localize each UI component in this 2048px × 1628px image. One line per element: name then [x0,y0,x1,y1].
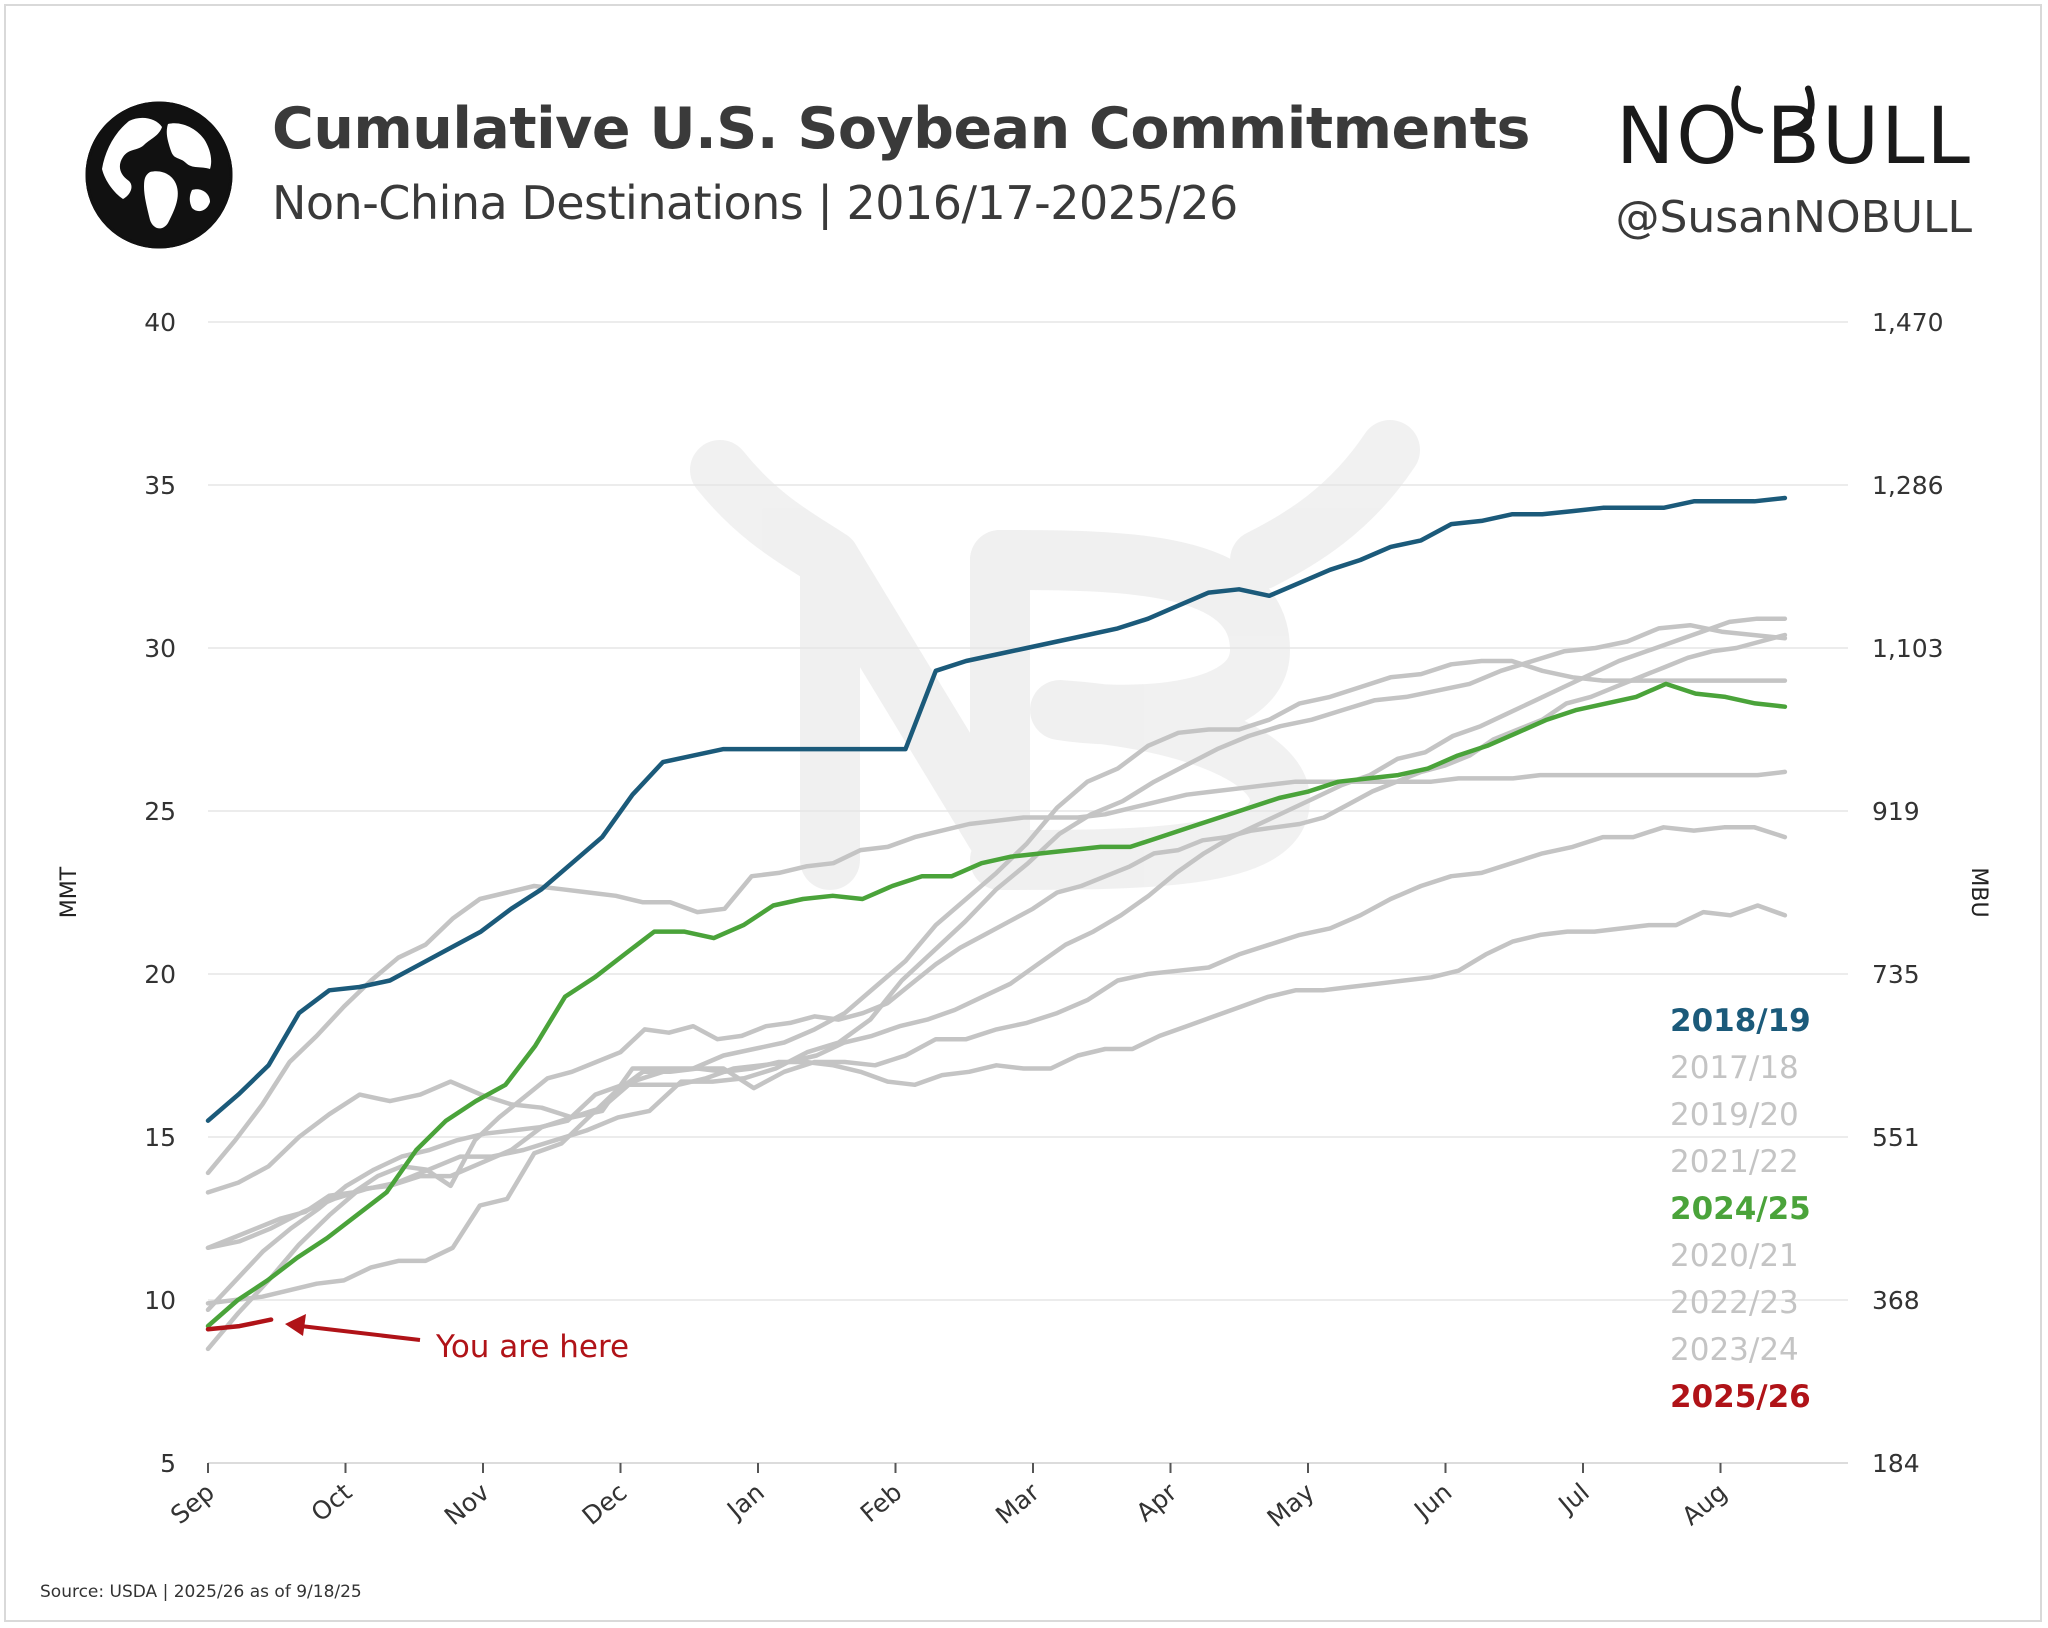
legend-item-2025-26: 2025/26 [1670,1379,1811,1415]
bull-horns-logo [1731,85,1815,134]
x-tick-label: Jan [720,1477,770,1525]
y-tick-label: 20 [144,960,176,989]
series-line-2018-19 [205,495,1788,1123]
legend-item-2017-18: 2017/18 [1670,1050,1799,1086]
legend-item-2023-24: 2023/24 [1670,1332,1799,1368]
chart-title: Cumulative U.S. Soybean Commitments [272,96,1530,162]
y2-tick-label: 184 [1872,1449,1920,1478]
legend-item-2020-21: 2020/21 [1670,1238,1799,1274]
legend-item-2021-22: 2021/22 [1670,1144,1799,1180]
y-tick-label: 10 [144,1286,176,1315]
y-tick-label: 30 [144,634,176,663]
x-tick-label: Sep [165,1477,220,1530]
series-line-2017-18 [205,769,1788,1176]
x-tick-label: Oct [306,1477,358,1527]
chart-subtitle: Non-China Destinations | 2016/17-2025/26 [272,176,1238,230]
y-tick-label: 35 [144,471,176,500]
annotation-label: You are here [435,1329,629,1365]
x-tick-label: Jun [1407,1477,1457,1526]
series-line-2016-17 [205,903,1788,1306]
series-lines [205,495,1788,1352]
series-line-2022-23 [205,632,1788,1251]
y-tick-label: 25 [144,797,176,826]
series-line-2024-25 [205,681,1788,1329]
x-tick-label: Aug [1676,1477,1732,1531]
y2-tick-label: 1,103 [1872,634,1944,663]
x-tick-label: May [1262,1477,1320,1533]
y2-tick-label: 1,286 [1872,471,1944,500]
x-tick-label: Dec [577,1477,633,1530]
series-line-2021-22 [205,622,1788,1251]
globe-icon [85,101,233,249]
x-tick-label: Jul [1552,1477,1595,1520]
x-tick-label: Apr [1131,1477,1183,1527]
series-line-2023-24 [205,616,1788,1313]
x-tick-label: Nov [439,1477,495,1531]
source-note: Source: USDA | 2025/26 as of 9/18/25 [40,1582,362,1602]
grid-lines [208,321,1848,1301]
legend-item-2024-25: 2024/25 [1670,1191,1811,1227]
social-handle: @SusanNOBULL [1615,192,1972,243]
y2-tick-label: 735 [1872,960,1920,989]
legend: 2018/19 2017/18 2019/20 2021/22 2024/25 2020/… [1670,1003,1811,1415]
y-axis-title: MMT [57,866,82,918]
legend-item-2022-23: 2022/23 [1670,1285,1799,1321]
y-tick-label: 5 [160,1449,176,1478]
chart-frame [4,4,2042,1622]
y-tick-label: 40 [144,308,176,337]
you-are-here-annotation: You are here [285,1314,629,1365]
x-tick-label: Feb [855,1477,908,1528]
series-line-2019-20 [205,825,1788,1195]
annotation-arrow-head [285,1314,306,1336]
y2-tick-label: 551 [1872,1123,1920,1152]
x-tick-label: Mar [990,1477,1045,1530]
series-line-2025-26 [205,1317,274,1332]
y2-tick-label: 368 [1872,1286,1920,1315]
y2-tick-label: 919 [1872,797,1920,826]
y2-tick-label: 1,470 [1872,308,1944,337]
y2-axis-title: MBU [1966,867,1991,917]
legend-item-2018-19: 2018/19 [1670,1003,1811,1039]
nb-watermark [690,420,1420,890]
annotation-arrow-line [291,1323,421,1342]
y-tick-label: 15 [144,1123,176,1152]
legend-item-2019-20: 2019/20 [1670,1097,1799,1133]
brand-logo-text: NO BULL [1615,92,1972,182]
